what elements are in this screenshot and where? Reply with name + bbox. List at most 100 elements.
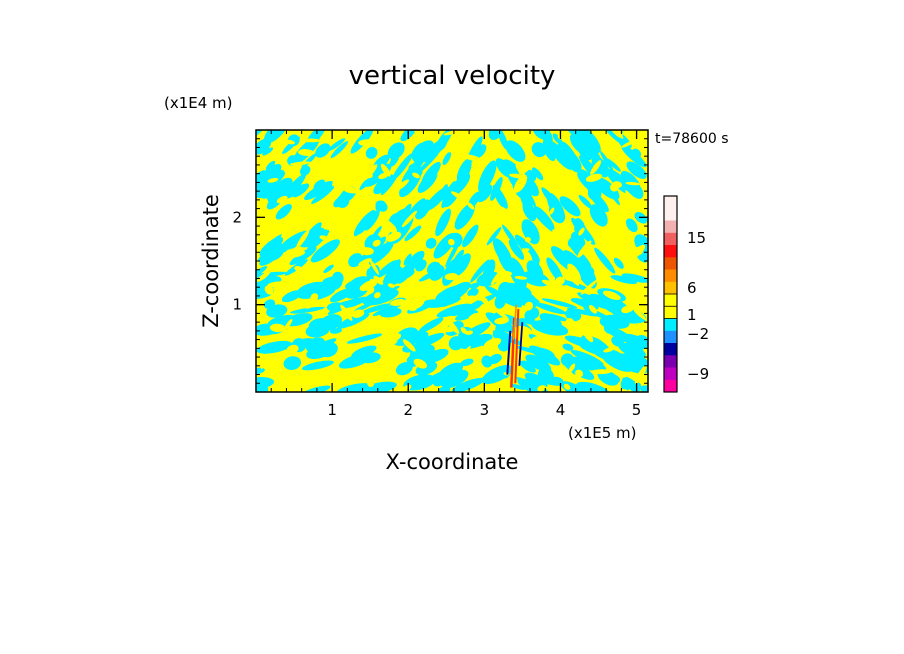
field-eddy bbox=[456, 257, 467, 274]
field-eddy bbox=[590, 369, 612, 375]
field-eddy bbox=[524, 309, 536, 323]
field-eddy bbox=[319, 235, 329, 241]
field-eddy bbox=[396, 269, 415, 281]
field-eddy bbox=[436, 146, 448, 159]
field-eddy bbox=[602, 290, 621, 300]
field-eddy bbox=[632, 246, 643, 256]
field-eddy bbox=[581, 360, 594, 369]
field-eddy bbox=[600, 151, 614, 171]
field-eddy bbox=[567, 263, 581, 282]
colorbar-level bbox=[664, 232, 677, 246]
field-eddy bbox=[296, 230, 310, 249]
field-eddy bbox=[577, 171, 601, 195]
colorbar-level bbox=[664, 196, 677, 209]
field-eddy bbox=[546, 257, 564, 283]
field-eddy bbox=[312, 267, 322, 277]
field-eddy bbox=[385, 336, 398, 345]
field-eddy bbox=[576, 130, 601, 154]
field-eddy bbox=[367, 241, 394, 266]
field-eddy bbox=[594, 177, 620, 200]
colorbar-labels: 15 6 1−2 −9 bbox=[687, 229, 709, 383]
field-eddy bbox=[508, 257, 527, 290]
field-eddy bbox=[525, 354, 552, 372]
field-eddy bbox=[256, 340, 293, 354]
field-eddy bbox=[634, 365, 647, 384]
field-eddy bbox=[537, 367, 554, 383]
colorbar-level bbox=[664, 318, 677, 332]
field-eddy bbox=[474, 144, 487, 159]
field-eddy bbox=[387, 142, 405, 160]
field-eddy bbox=[264, 285, 274, 295]
field-eddy bbox=[545, 313, 569, 322]
field-eddy bbox=[549, 207, 555, 215]
plume-streak bbox=[506, 330, 512, 375]
field-eddy bbox=[292, 183, 310, 198]
field-eddy bbox=[618, 342, 646, 358]
field-eddy bbox=[315, 288, 336, 300]
field-eddy bbox=[373, 275, 384, 285]
field-eddy bbox=[300, 138, 321, 143]
field-eddy bbox=[445, 238, 461, 268]
field-eddy bbox=[522, 271, 550, 287]
field-eddy bbox=[267, 281, 286, 288]
field-eddy bbox=[463, 154, 481, 162]
field-eddy bbox=[577, 240, 592, 258]
field-eddy bbox=[625, 218, 638, 233]
field-eddy bbox=[311, 185, 335, 205]
field-eddy bbox=[285, 248, 303, 255]
field-eddy bbox=[567, 236, 581, 249]
x-tick-label: 2 bbox=[403, 401, 413, 419]
field-eddy bbox=[373, 174, 395, 195]
field-eddy bbox=[533, 302, 567, 315]
field-eddy bbox=[460, 327, 468, 334]
field-eddy bbox=[449, 173, 471, 197]
field-eddy bbox=[327, 138, 346, 151]
field-eddy bbox=[418, 370, 448, 387]
field-eddy bbox=[621, 305, 634, 314]
colorbar-tick-label: 15 bbox=[687, 229, 706, 247]
field-eddy bbox=[491, 271, 502, 285]
field-eddy bbox=[365, 147, 378, 159]
field-eddy bbox=[369, 259, 380, 275]
field-eddy bbox=[362, 164, 378, 181]
x-multiplier-label: (x1E5 m) bbox=[568, 424, 637, 442]
field-eddy bbox=[340, 304, 353, 321]
field-eddy bbox=[552, 133, 563, 145]
field-eddy bbox=[524, 301, 534, 311]
field-eddy bbox=[602, 146, 615, 157]
field-eddy bbox=[372, 239, 381, 247]
x-ticks: 1 2 3 4 5 bbox=[327, 130, 641, 419]
convective-plume bbox=[506, 304, 524, 388]
field-eddy bbox=[359, 247, 374, 256]
field-eddy bbox=[344, 186, 361, 194]
field-eddy bbox=[460, 333, 493, 350]
field-eddy bbox=[519, 360, 536, 373]
colorbar-level bbox=[664, 294, 677, 307]
field-eddy bbox=[298, 149, 315, 156]
field-eddy bbox=[541, 279, 560, 288]
x-tick-label: 3 bbox=[480, 401, 490, 419]
field-eddy bbox=[295, 281, 328, 299]
field-eddy bbox=[351, 345, 377, 358]
field-eddy bbox=[333, 194, 349, 208]
colorbar-level bbox=[664, 330, 677, 344]
field-eddy bbox=[269, 323, 286, 333]
field-eddy bbox=[454, 203, 475, 230]
field-eddy bbox=[578, 195, 593, 209]
field-eddy bbox=[401, 210, 418, 228]
field-eddy bbox=[501, 282, 532, 298]
field-eddy bbox=[256, 138, 272, 155]
colorbar-level bbox=[664, 343, 677, 356]
field-eddy bbox=[444, 273, 459, 281]
field-eddy bbox=[591, 156, 610, 178]
field-eddy bbox=[303, 305, 311, 309]
field-eddy bbox=[539, 130, 553, 145]
field-eddy bbox=[611, 388, 628, 392]
field-eddy bbox=[489, 356, 502, 363]
field-eddy bbox=[265, 160, 276, 171]
field-eddy bbox=[425, 237, 437, 249]
field-eddy bbox=[515, 325, 532, 335]
field-eddy bbox=[476, 184, 493, 203]
field-eddy bbox=[467, 288, 479, 297]
field-eddy bbox=[380, 307, 402, 318]
